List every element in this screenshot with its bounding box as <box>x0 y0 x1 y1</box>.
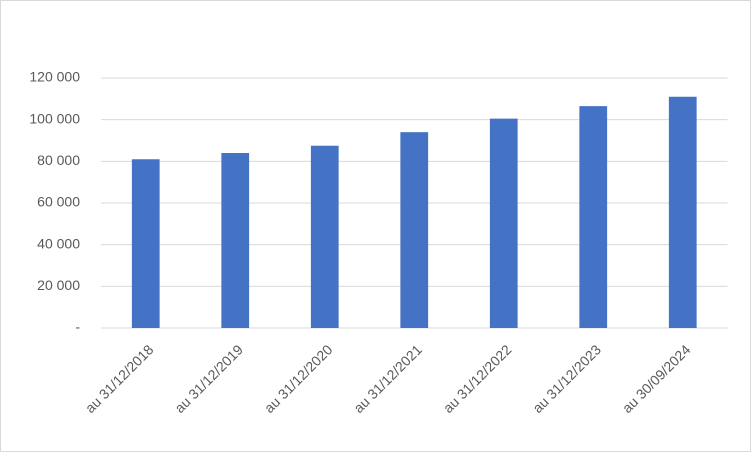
y-tick-label: - <box>75 319 80 335</box>
bar <box>579 106 608 328</box>
bar <box>310 145 339 328</box>
y-tick-label: 40 000 <box>37 235 80 251</box>
bar <box>668 96 697 328</box>
y-tick-label: 20 000 <box>37 277 80 293</box>
bar <box>489 118 518 328</box>
y-tick-label: 60 000 <box>37 194 80 210</box>
y-tick-label: 80 000 <box>37 152 80 168</box>
bar <box>400 132 429 328</box>
y-tick-label: 100 000 <box>29 110 80 126</box>
bar <box>221 153 250 328</box>
y-tick-label: 120 000 <box>29 69 80 85</box>
bar <box>131 159 160 328</box>
